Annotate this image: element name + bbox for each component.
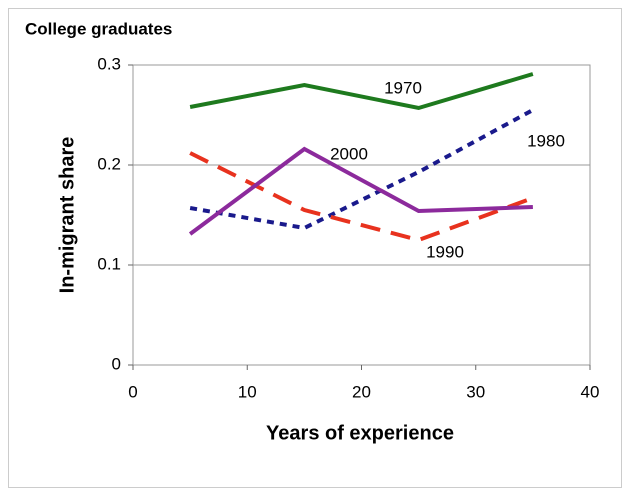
series-line: [189, 108, 534, 231]
x-tick-label: 10: [238, 382, 257, 401]
series-line: [189, 151, 534, 243]
x-axis-label: Years of experience: [266, 422, 454, 444]
series-label: 1970: [384, 78, 422, 97]
series-label: 1990: [426, 242, 464, 261]
x-tick-label: 20: [352, 382, 371, 401]
frame: [8, 8, 622, 488]
x-tick-label: 40: [581, 382, 600, 401]
y-axis-label: In-migrant share: [56, 137, 78, 294]
y-tick-label: 0.3: [97, 54, 121, 73]
series-line: [189, 72, 534, 111]
y-tick-label: 0: [112, 354, 121, 373]
y-tick-label: 0.2: [97, 154, 121, 173]
series-line: [188, 146, 533, 236]
series-label: 2000: [330, 144, 368, 163]
series-label: 1980: [527, 131, 565, 150]
x-tick-label: 0: [128, 382, 137, 401]
y-tick-label: 0.1: [97, 254, 121, 273]
x-tick-label: 30: [466, 382, 485, 401]
chart-title: College graduates: [25, 19, 172, 38]
